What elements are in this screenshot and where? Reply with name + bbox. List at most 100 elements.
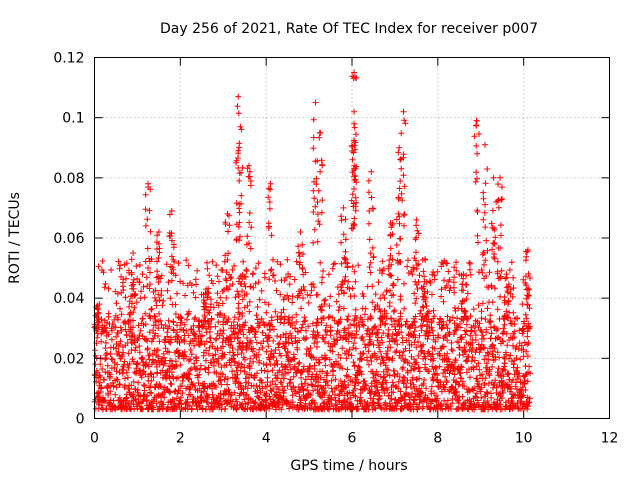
data-point	[265, 225, 272, 231]
data-point	[349, 191, 356, 198]
data-point	[312, 383, 319, 390]
data-point	[491, 345, 498, 352]
data-point	[382, 320, 389, 327]
data-point	[337, 284, 344, 291]
data-point	[369, 329, 376, 336]
data-point	[119, 370, 126, 377]
data-point	[104, 362, 111, 369]
data-point	[321, 297, 328, 304]
data-point	[422, 355, 429, 362]
data-point	[148, 306, 155, 313]
data-point	[245, 380, 252, 386]
data-point	[284, 256, 291, 263]
data-point	[463, 281, 469, 288]
data-point	[125, 364, 132, 371]
data-point	[450, 364, 457, 371]
data-point	[445, 278, 452, 285]
data-point	[345, 313, 352, 320]
data-point	[209, 391, 216, 398]
data-point	[327, 332, 334, 339]
data-point	[406, 347, 413, 354]
data-point	[247, 355, 254, 362]
data-point	[523, 348, 530, 355]
data-point	[515, 374, 522, 380]
data-point	[132, 396, 139, 402]
data-point	[503, 308, 510, 315]
data-point	[307, 345, 314, 352]
data-point	[138, 288, 145, 295]
data-point	[238, 126, 245, 133]
data-point	[107, 388, 114, 395]
data-point	[318, 209, 325, 216]
data-point	[225, 250, 232, 257]
data-point	[366, 331, 373, 337]
data-point	[498, 267, 505, 274]
data-point	[407, 331, 414, 338]
data-point	[381, 390, 388, 397]
data-point	[102, 345, 109, 352]
data-point	[342, 248, 349, 255]
data-point	[384, 366, 390, 373]
data-point	[396, 144, 403, 151]
data-point	[467, 313, 474, 320]
data-point	[476, 366, 483, 373]
data-point	[345, 373, 352, 380]
data-point	[353, 131, 359, 138]
data-point	[486, 269, 493, 276]
data-point	[108, 356, 115, 362]
data-point	[297, 327, 304, 334]
data-point	[371, 324, 378, 331]
data-point	[228, 274, 235, 281]
data-point	[320, 400, 327, 407]
data-point	[230, 349, 236, 356]
data-point	[397, 388, 404, 395]
data-point	[357, 368, 364, 375]
x-axis-label: GPS time / hours	[290, 458, 407, 474]
data-point	[235, 150, 242, 157]
data-point	[167, 389, 173, 396]
data-point	[431, 345, 438, 352]
data-point	[429, 363, 436, 370]
data-point	[126, 328, 133, 335]
data-point	[130, 378, 137, 385]
data-point	[524, 301, 531, 308]
data-point	[126, 303, 133, 310]
data-point	[302, 317, 309, 324]
data-point	[150, 374, 157, 381]
data-point	[411, 290, 418, 297]
data-point	[153, 400, 160, 407]
data-point	[462, 348, 469, 355]
data-point	[263, 399, 270, 406]
data-point	[196, 399, 202, 405]
data-point	[307, 392, 314, 399]
data-point	[464, 290, 471, 297]
data-point	[525, 403, 531, 410]
data-point	[250, 358, 257, 365]
data-point	[104, 350, 110, 357]
data-point	[232, 359, 238, 366]
data-point	[379, 314, 385, 321]
data-point	[335, 291, 342, 298]
data-point	[476, 320, 483, 327]
data-point	[364, 357, 371, 364]
data-point	[314, 238, 321, 245]
data-point	[351, 382, 358, 389]
data-point	[254, 304, 261, 310]
data-point	[92, 312, 99, 319]
data-point	[114, 376, 121, 383]
data-point	[239, 288, 246, 295]
data-point	[131, 334, 138, 340]
data-point	[124, 374, 131, 381]
data-point	[489, 363, 496, 370]
data-point	[353, 328, 360, 334]
data-point	[171, 258, 178, 265]
data-point	[117, 338, 124, 345]
data-point	[142, 258, 149, 265]
data-point	[146, 312, 153, 319]
data-point	[314, 199, 321, 205]
data-point	[301, 380, 308, 387]
data-point	[405, 337, 412, 344]
data-point	[95, 318, 102, 325]
data-point	[166, 323, 173, 330]
data-point	[156, 338, 163, 345]
